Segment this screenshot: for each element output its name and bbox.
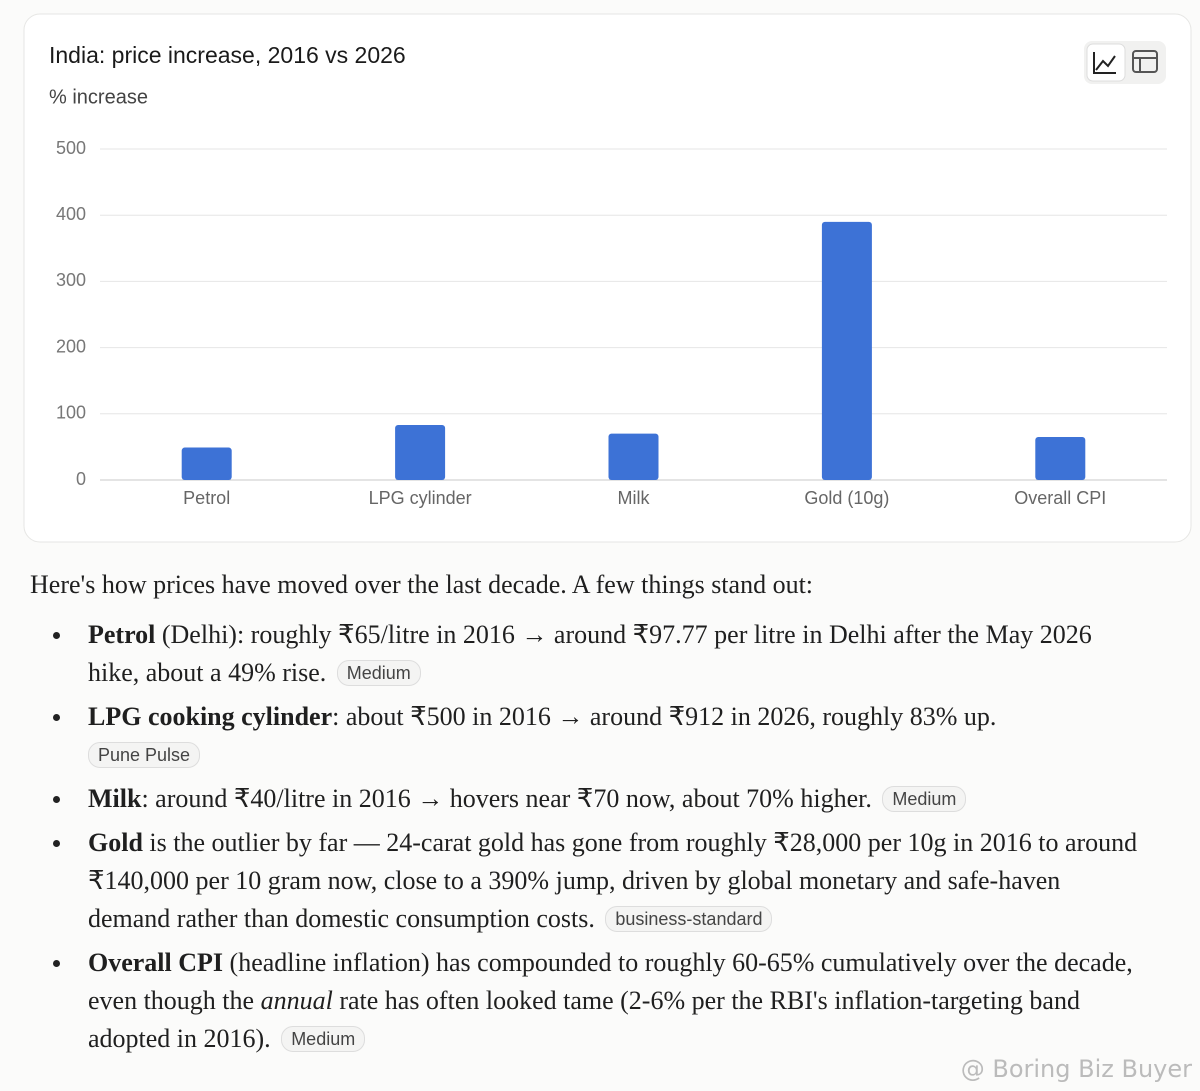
y-tick-label: 0 <box>76 469 86 489</box>
bold-lead: Petrol <box>88 620 156 649</box>
source-pill[interactable]: Medium <box>336 660 421 686</box>
y-tick-label: 200 <box>56 336 86 356</box>
source-pill[interactable]: business-standard <box>605 906 773 932</box>
x-tick-label: Milk <box>618 488 651 508</box>
table-view-button[interactable] <box>1132 50 1158 73</box>
bold-lead: LPG cooking cylinder <box>88 702 333 731</box>
x-tick-label: Petrol <box>183 488 230 508</box>
bullet-list: Petrol (Delhi): roughly ₹65/litre in 201… <box>30 616 1140 1058</box>
chart-subtitle: % increase <box>49 86 148 108</box>
source-pill[interactable]: Medium <box>281 1026 366 1052</box>
bullet-text: (Delhi): roughly ₹65/litre in 2016 → aro… <box>88 620 1092 687</box>
y-tick-label: 100 <box>56 403 86 423</box>
bold-lead: Gold <box>88 828 143 857</box>
response-text: Here's how prices have moved over the la… <box>30 566 1140 1064</box>
bullet-text: is the outlier by far — 24-carat gold ha… <box>88 828 1138 933</box>
bullet-text: rate has often looked tame (2-6% per the… <box>88 986 1080 1053</box>
bullet-text: : around ₹40/litre in 2016 → hovers near… <box>141 784 872 813</box>
bullet: Gold is the outlier by far — 24-carat go… <box>53 824 1140 938</box>
bullet: Petrol (Delhi): roughly ₹65/litre in 201… <box>53 616 1140 692</box>
bullet: LPG cooking cylinder: about ₹500 in 2016… <box>53 698 1140 774</box>
y-tick-label: 300 <box>56 270 86 290</box>
bullet-text: (headline inflation) has compounded to r… <box>88 948 1133 1015</box>
x-tick-label: Gold (10g) <box>804 488 889 508</box>
table-icon <box>1133 57 1157 72</box>
bold-lead: Overall CPI <box>88 948 224 977</box>
chart-card <box>23 13 1192 543</box>
bar <box>395 425 446 480</box>
bold-lead: Milk <box>88 784 142 813</box>
chart-title: India: price increase, 2016 vs 2026 <box>49 42 406 68</box>
source-pill[interactable]: Medium <box>882 786 967 812</box>
italic-text: annual <box>260 986 333 1015</box>
x-tick-label: LPG cylinder <box>369 488 472 508</box>
source-pill[interactable]: Pune Pulse <box>88 742 201 768</box>
bullet-text: : about ₹500 in 2016 → around ₹912 in 20… <box>332 702 997 731</box>
bar <box>181 447 232 480</box>
bar <box>821 221 872 480</box>
watermark: @ Boring Biz Buyer <box>960 1055 1192 1083</box>
chart-view-button[interactable] <box>1086 43 1126 82</box>
x-tick-label: Overall CPI <box>1014 488 1106 508</box>
y-tick-label: 500 <box>56 138 86 158</box>
y-tick-label: 400 <box>56 204 86 224</box>
bullet: Milk: around ₹40/litre in 2016 → hovers … <box>53 780 1140 818</box>
view-toggle <box>1084 41 1166 84</box>
bullet: Overall CPI (headline inflation) has com… <box>53 944 1140 1058</box>
line-icon <box>1093 52 1116 74</box>
chart: India: price increase, 2016 vs 2026 % in… <box>23 13 1192 543</box>
bar <box>608 433 659 480</box>
intro: Here's how prices have moved over the la… <box>30 570 814 599</box>
bar <box>1035 436 1086 480</box>
